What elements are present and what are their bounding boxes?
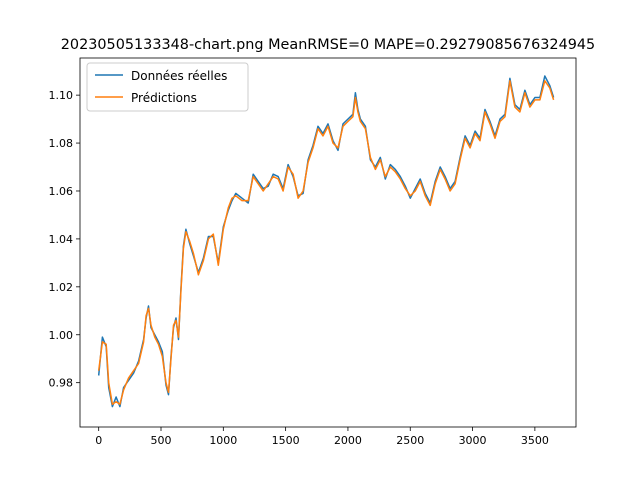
y-tick-label: 1.06 <box>49 185 74 198</box>
x-tick-label: 3000 <box>459 434 487 447</box>
series-line-donnees-reelles <box>97 75 555 408</box>
x-tick-label: 0 <box>95 434 102 447</box>
axes-frame <box>79 57 577 428</box>
legend: Données réelles Prédictions <box>86 62 249 112</box>
y-tick-label: 0.98 <box>49 377 74 390</box>
y-tick-label: 1.08 <box>49 137 74 150</box>
y-tick-label: 1.04 <box>49 233 74 246</box>
x-tick-label: 1500 <box>272 434 300 447</box>
y-tick-label: 1.02 <box>49 281 74 294</box>
legend-label-donnees-reelles: Données réelles <box>131 69 227 83</box>
x-tick-label: 3500 <box>521 434 549 447</box>
series-layer <box>97 75 555 408</box>
x-tick-label: 500 <box>151 434 172 447</box>
legend-box <box>86 62 249 112</box>
x-tick-label: 2500 <box>396 434 424 447</box>
x-axis: 0 500 1000 1500 2000 2500 3000 3500 <box>95 427 549 447</box>
chart-title: 20230505133348-chart.png MeanRMSE=0 MAPE… <box>61 37 595 53</box>
x-tick-label: 2000 <box>334 434 362 447</box>
y-tick-label: 1.10 <box>49 89 74 102</box>
series-line-predictions <box>97 80 555 405</box>
plot-area <box>97 75 555 408</box>
y-tick-label: 1.00 <box>49 329 74 342</box>
y-axis: 0.98 1.00 1.02 1.04 1.06 1.08 1.10 <box>49 89 80 390</box>
legend-label-predictions: Prédictions <box>131 91 197 105</box>
x-tick-label: 1000 <box>209 434 237 447</box>
